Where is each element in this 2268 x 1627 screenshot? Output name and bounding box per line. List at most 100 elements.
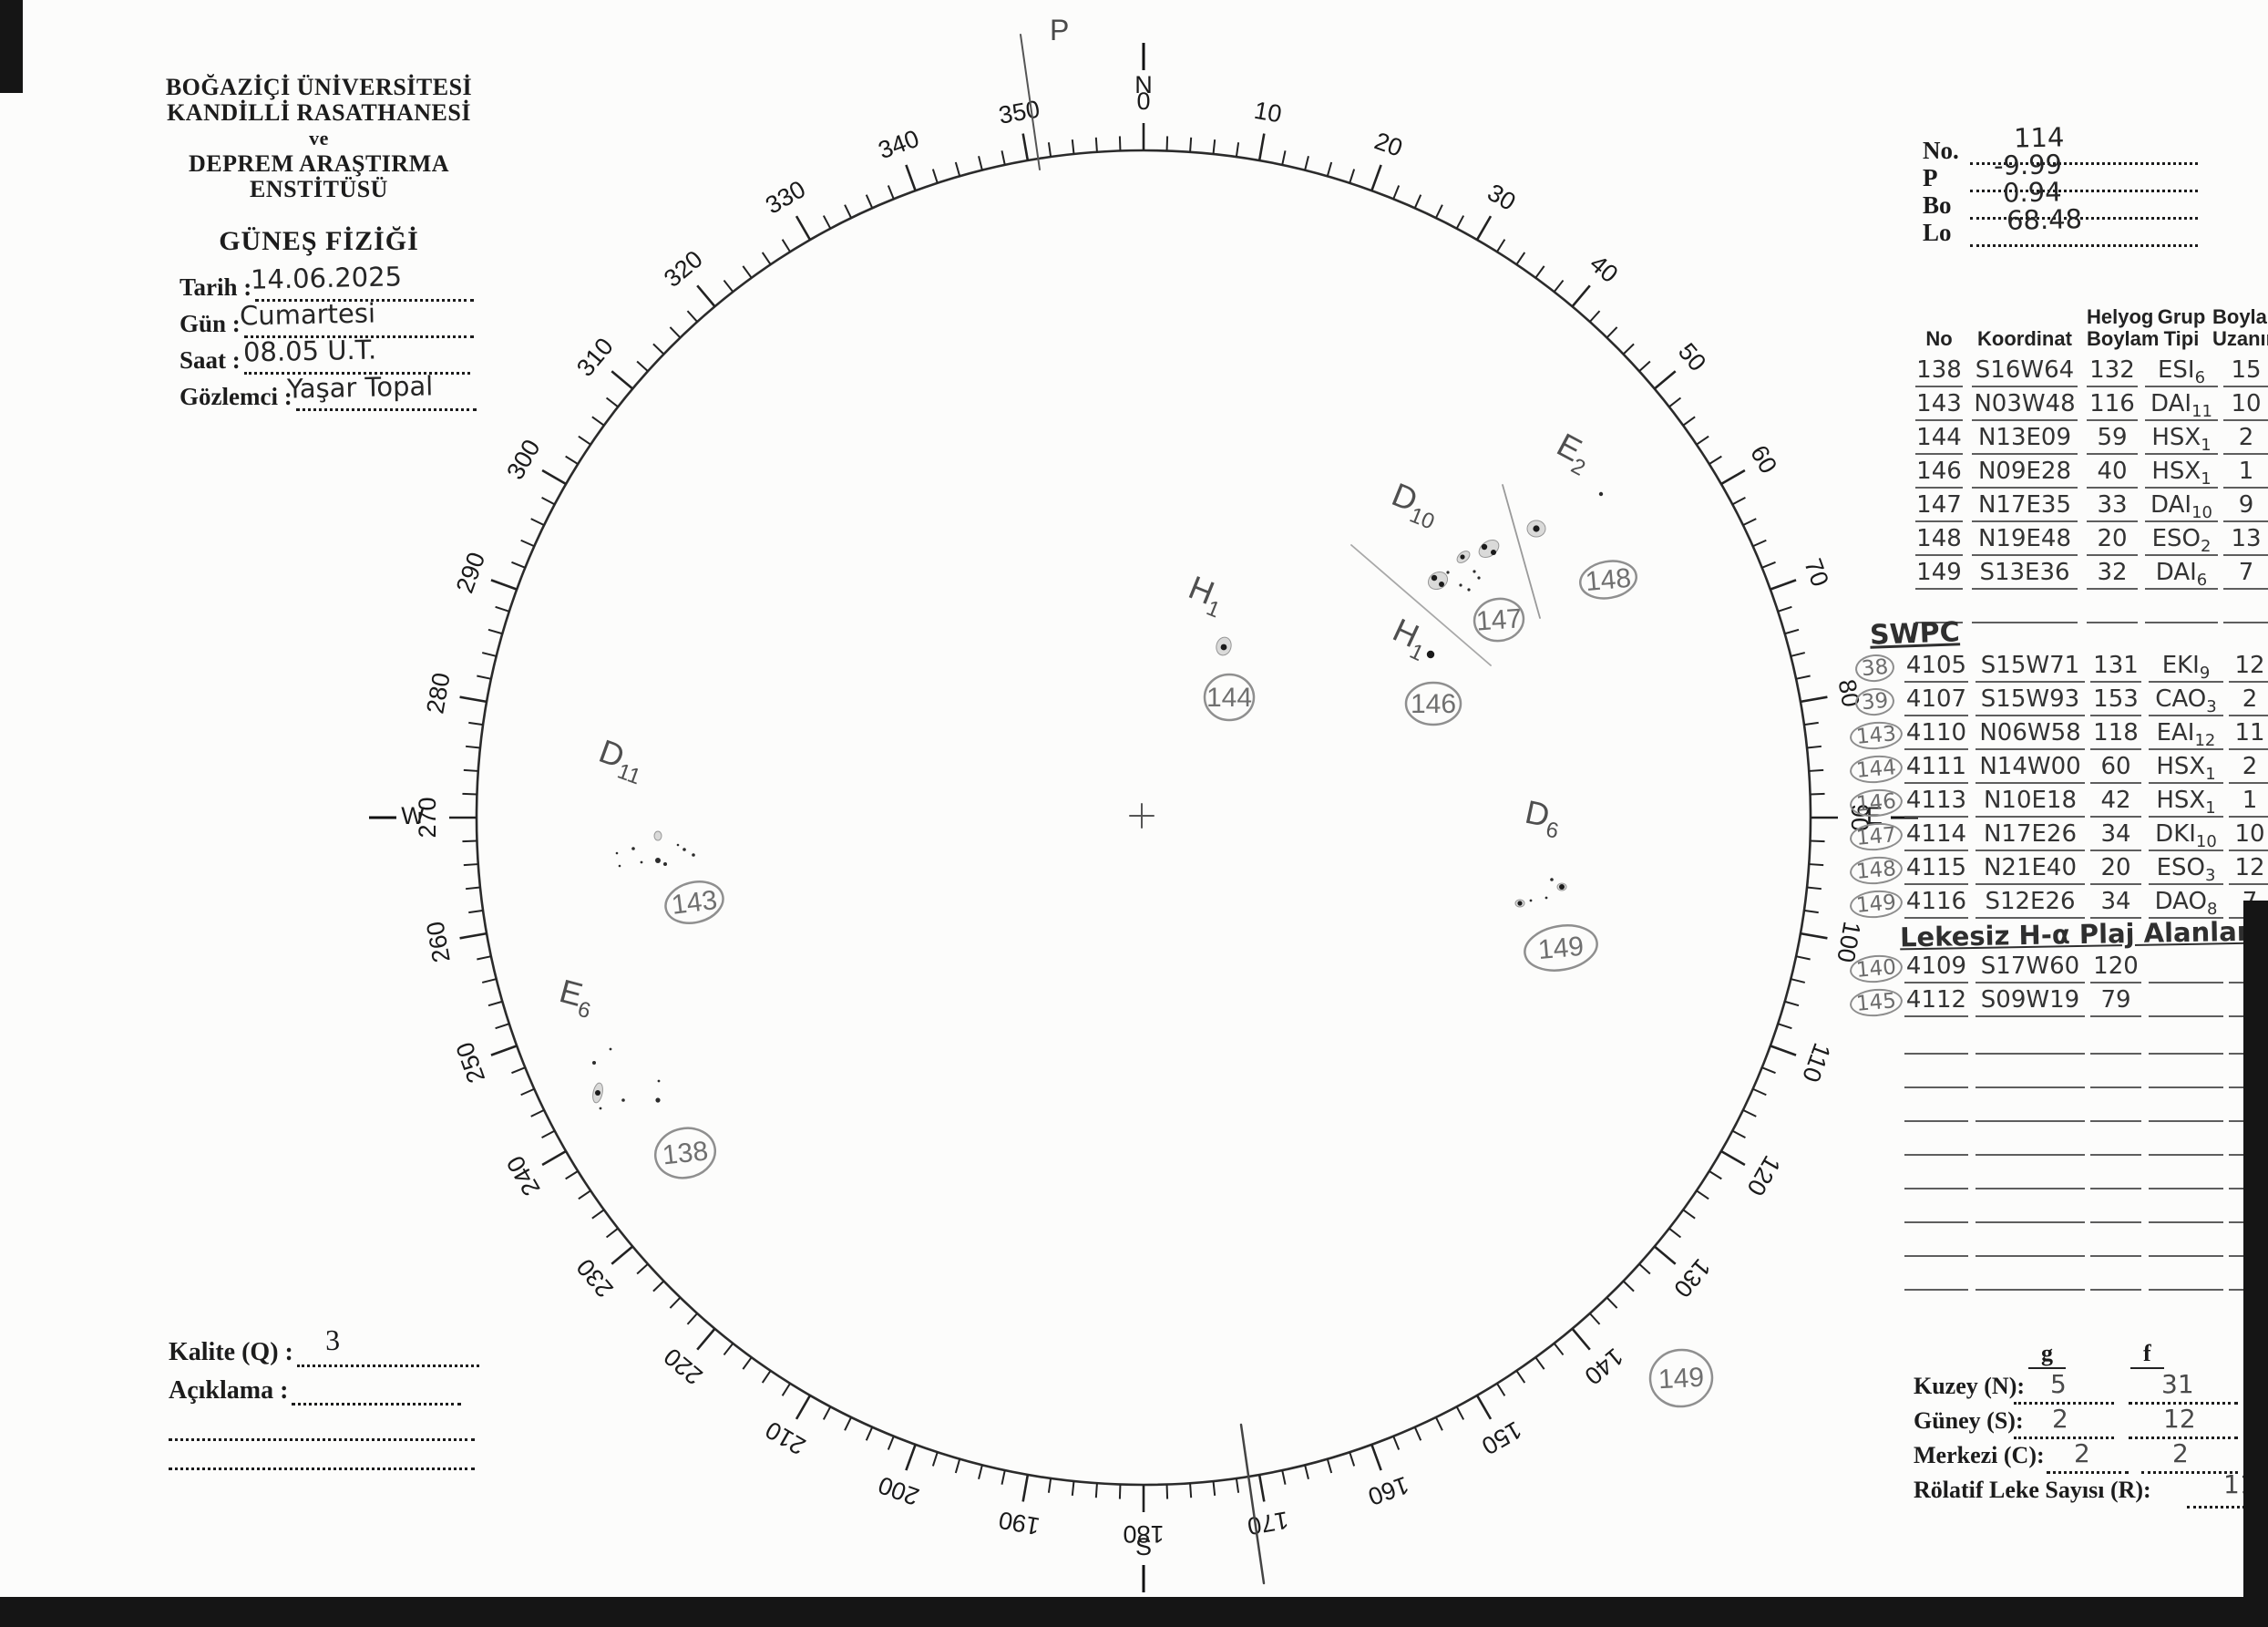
- degree-label: 340: [875, 125, 923, 165]
- group-no: 143: [1915, 390, 1963, 421]
- degree-label: 90: [1846, 804, 1873, 831]
- field-gozlemci: Gözlemci : Yaşar Topal: [180, 370, 477, 419]
- swpc-tipi: EAI12: [2149, 719, 2223, 750]
- degree-tick: [1653, 1245, 1677, 1265]
- plage-koordinat: S17W60: [1976, 953, 2085, 983]
- group-helyog-boylam: 20: [2087, 525, 2138, 556]
- swpc-uzanim: 1: [2229, 787, 2268, 818]
- group-number-circle: [1404, 681, 1462, 726]
- swpc-tipi: DKI10: [2149, 820, 2223, 851]
- degree-tick: [477, 955, 492, 961]
- degree-tick: [1791, 652, 1806, 657]
- degree-tick: [1809, 863, 1824, 867]
- degree-tick: [1752, 1087, 1767, 1097]
- kandilli-ref: 146: [1848, 787, 1904, 819]
- sunspot-umbra: [1431, 574, 1438, 582]
- group-number-label: 146: [1411, 689, 1456, 719]
- degree-tick: [1189, 1483, 1193, 1498]
- group-number-label: 143: [670, 885, 719, 921]
- sunspot-umbra: [1220, 644, 1227, 651]
- degree-tick: [578, 1189, 591, 1200]
- sunspot-pore: [655, 858, 661, 863]
- degree-tick: [795, 1395, 812, 1420]
- empty-cell: [1904, 1091, 1968, 1122]
- degree-tick: [477, 674, 492, 680]
- group-number-label: 148: [1585, 563, 1633, 597]
- observation-fields: Tarih : 14.06.2025 Gün : Cumartesi Saat …: [180, 261, 477, 419]
- degree-tick: [1606, 326, 1618, 339]
- degree-label: 60: [1745, 441, 1782, 479]
- degree-tick: [954, 161, 961, 177]
- degree-label: 290: [451, 549, 491, 597]
- group-koordinat: N19E48: [1972, 525, 2078, 556]
- degree-tick: [541, 1149, 567, 1167]
- degree-tick: [1434, 1416, 1443, 1431]
- degree-tick: [822, 1406, 832, 1420]
- degree-tick: [761, 252, 772, 265]
- degree-tick: [978, 155, 983, 170]
- degree-tick: [1349, 1451, 1356, 1467]
- count-row-relative: Rölatif Leke Sayısı (R): 113: [1914, 1469, 2268, 1511]
- sunspot-pore: [1544, 896, 1548, 900]
- sunspot-pore: [692, 853, 695, 857]
- table-row: 138 S16W64 132 ESI6 15: [1903, 355, 2268, 389]
- degree-tick: [541, 469, 567, 486]
- degree-tick: [1235, 1478, 1240, 1493]
- scan-edge-bottom: [0, 1597, 2251, 1627]
- degree-label: 10: [1252, 97, 1284, 129]
- kandilli-ref: 140: [1848, 953, 1904, 985]
- swpc-tipi: DAO8: [2149, 888, 2223, 919]
- no-label: No.: [1923, 137, 1959, 164]
- empty-cell: [1904, 1057, 1968, 1088]
- swpc-no: 4115: [1904, 854, 1968, 885]
- degree-label: 110: [1797, 1039, 1836, 1086]
- degree-tick: [1720, 469, 1746, 486]
- group-number-circle: [1579, 560, 1637, 600]
- table-row: 39 4107 S15W93 153 CAO3 2: [1848, 685, 2268, 718]
- guney-g: 2: [2052, 1404, 2068, 1434]
- group-no: 144: [1915, 424, 1963, 455]
- degree-tick: [1257, 133, 1266, 161]
- table-row: [1848, 1090, 2268, 1124]
- degree-label: 220: [659, 1343, 708, 1390]
- sunspot-pore: [631, 847, 635, 850]
- sunspot-umbra: [1517, 901, 1523, 906]
- groups-table: 138 S16W64 132 ESI6 15 143 N03W48 116 DAI11 10 144…: [1903, 355, 2268, 625]
- degree-tick: [865, 1426, 874, 1441]
- col-header-uzanim: Boylam.Uzanım: [2212, 305, 2268, 350]
- degree-tick: [1496, 1383, 1506, 1396]
- sunspot-pore: [615, 851, 619, 855]
- degree-label: 0: [1136, 88, 1150, 115]
- empty-cell: [1976, 1226, 2085, 1257]
- degree-tick: [1515, 1370, 1526, 1384]
- degree-tick: [1534, 1356, 1545, 1370]
- degree-tick: [1326, 1458, 1333, 1474]
- count-row-guney: Güney (S): 2 12: [1914, 1404, 2238, 1442]
- table-row: [1903, 592, 2268, 625]
- pencil-line: [1502, 484, 1541, 619]
- empty-cell: [2149, 1260, 2223, 1291]
- degree-tick: [462, 792, 477, 796]
- degree-tick: [487, 628, 503, 635]
- empty-cell: [2149, 1158, 2223, 1189]
- degree-tick: [520, 539, 535, 548]
- group-koordinat: N13E09: [1972, 424, 2078, 455]
- sunspot-pore: [599, 1107, 602, 1110]
- swpc-helyog-boylam: 118: [2090, 719, 2141, 750]
- group-ref-circled: 148: [1848, 854, 1904, 887]
- group-ref-circled: 147: [1848, 820, 1904, 853]
- degree-tick: [1370, 1444, 1382, 1471]
- swpc-tipi: HSX1: [2149, 787, 2223, 818]
- degree-tick: [1021, 1474, 1030, 1502]
- degree-tick: [1455, 1406, 1465, 1420]
- field-tarih: Tarih : 14.06.2025: [180, 261, 477, 310]
- swpc-koordinat: N10E18: [1976, 787, 2085, 818]
- merkezi-f: 2: [2172, 1438, 2189, 1468]
- degree-tick: [1165, 1484, 1169, 1499]
- degree-tick: [1434, 204, 1443, 219]
- degree-label: 130: [1668, 1253, 1716, 1303]
- degree-tick: [565, 455, 579, 465]
- degree-tick: [931, 1451, 939, 1467]
- degree-label: 30: [1483, 179, 1520, 216]
- swpc-no: 4116: [1904, 888, 1968, 919]
